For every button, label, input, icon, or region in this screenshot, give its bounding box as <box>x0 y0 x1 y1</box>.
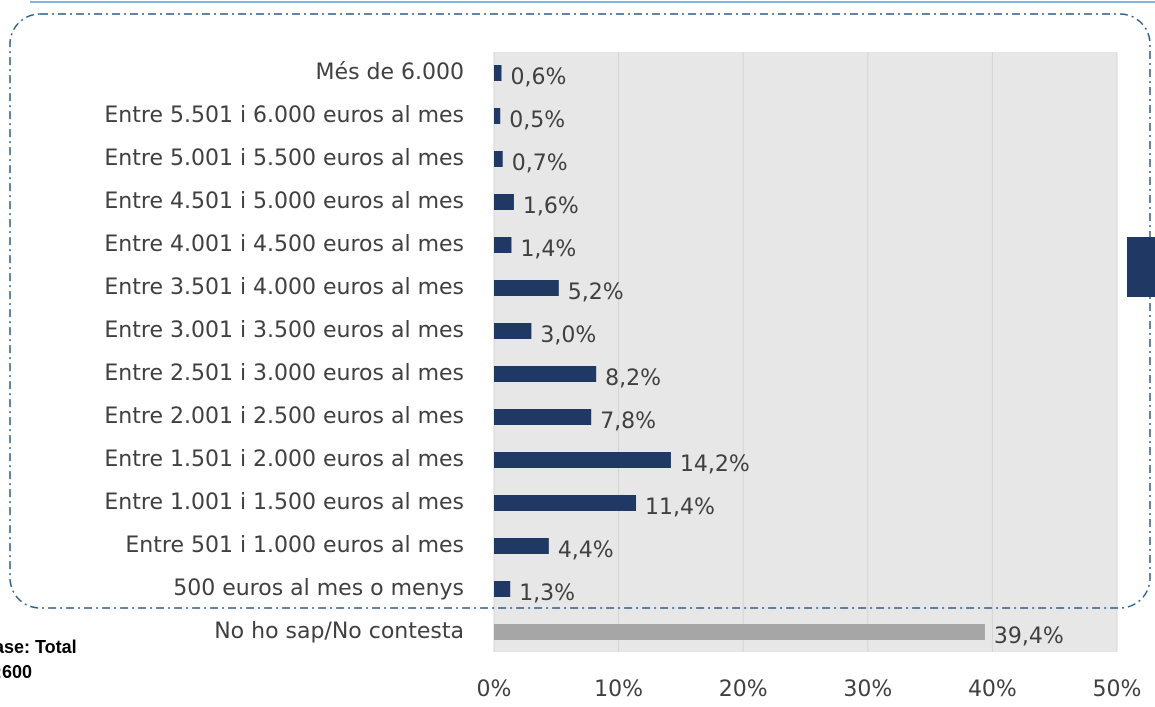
x-tick-label: 40% <box>968 677 1017 702</box>
highlight-frame <box>9 13 1151 609</box>
bar <box>494 151 503 167</box>
bar <box>494 452 671 468</box>
y-tick-label: Entre 2.001 i 2.500 euros al mes <box>104 404 464 429</box>
note: :600 <box>0 662 32 682</box>
value-label: 1,3% <box>519 581 575 606</box>
x-tick-label: 20% <box>719 677 768 702</box>
x-tick-label: 30% <box>843 677 892 702</box>
bar <box>494 538 549 554</box>
value-label: 4,4% <box>558 538 614 563</box>
value-label: 0,6% <box>510 65 566 90</box>
value-label: 5,2% <box>568 280 624 305</box>
value-label: 0,5% <box>509 108 565 133</box>
y-tick-label: 500 euros al mes o menys <box>173 576 464 601</box>
bar <box>494 194 514 210</box>
note: ase: Total <box>0 637 77 657</box>
y-tick-label: Entre 3.001 i 3.500 euros al mes <box>104 318 464 343</box>
y-tick-label: Entre 2.501 i 3.000 euros al mes <box>104 361 464 386</box>
value-label: 1,4% <box>520 237 576 262</box>
bar <box>494 366 597 382</box>
bar <box>494 409 592 425</box>
y-tick-label: Més de 6.000 <box>316 60 464 85</box>
y-tick-label: Entre 501 i 1.000 euros al mes <box>125 533 464 558</box>
value-label: 7,8% <box>600 409 656 434</box>
value-label: 3,0% <box>540 323 596 348</box>
bar <box>494 323 532 339</box>
y-tick-label: No ho sap/No contesta <box>214 619 464 644</box>
x-tick-label: 10% <box>594 677 643 702</box>
y-tick-label: Entre 5.001 i 5.500 euros al mes <box>104 146 464 171</box>
y-tick-label: Entre 4.501 i 5.000 euros al mes <box>104 189 464 214</box>
value-label: 14,2% <box>680 452 750 477</box>
bar <box>494 108 501 124</box>
value-label: 8,2% <box>605 366 661 391</box>
side-tab <box>1127 237 1155 297</box>
x-tick-label: 50% <box>1093 677 1142 702</box>
y-tick-label: Entre 4.001 i 4.500 euros al mes <box>104 232 464 257</box>
value-label: 1,6% <box>523 194 579 219</box>
bar <box>494 237 512 253</box>
y-tick-label: Entre 1.001 i 1.500 euros al mes <box>104 490 464 515</box>
bar <box>494 624 985 640</box>
y-tick-label: Entre 5.501 i 6.000 euros al mes <box>104 103 464 128</box>
y-tick-label: Entre 1.501 i 2.000 euros al mes <box>104 447 464 472</box>
value-label: 0,7% <box>512 151 568 176</box>
plot-area <box>494 52 1117 652</box>
bar <box>494 280 559 296</box>
bar <box>494 495 637 511</box>
y-tick-label: Entre 3.501 i 4.000 euros al mes <box>104 275 464 300</box>
x-tick-label: 0% <box>477 677 512 702</box>
bar <box>494 581 511 597</box>
bar <box>494 65 502 81</box>
value-label: 39,4% <box>994 624 1064 649</box>
value-label: 11,4% <box>645 495 715 520</box>
